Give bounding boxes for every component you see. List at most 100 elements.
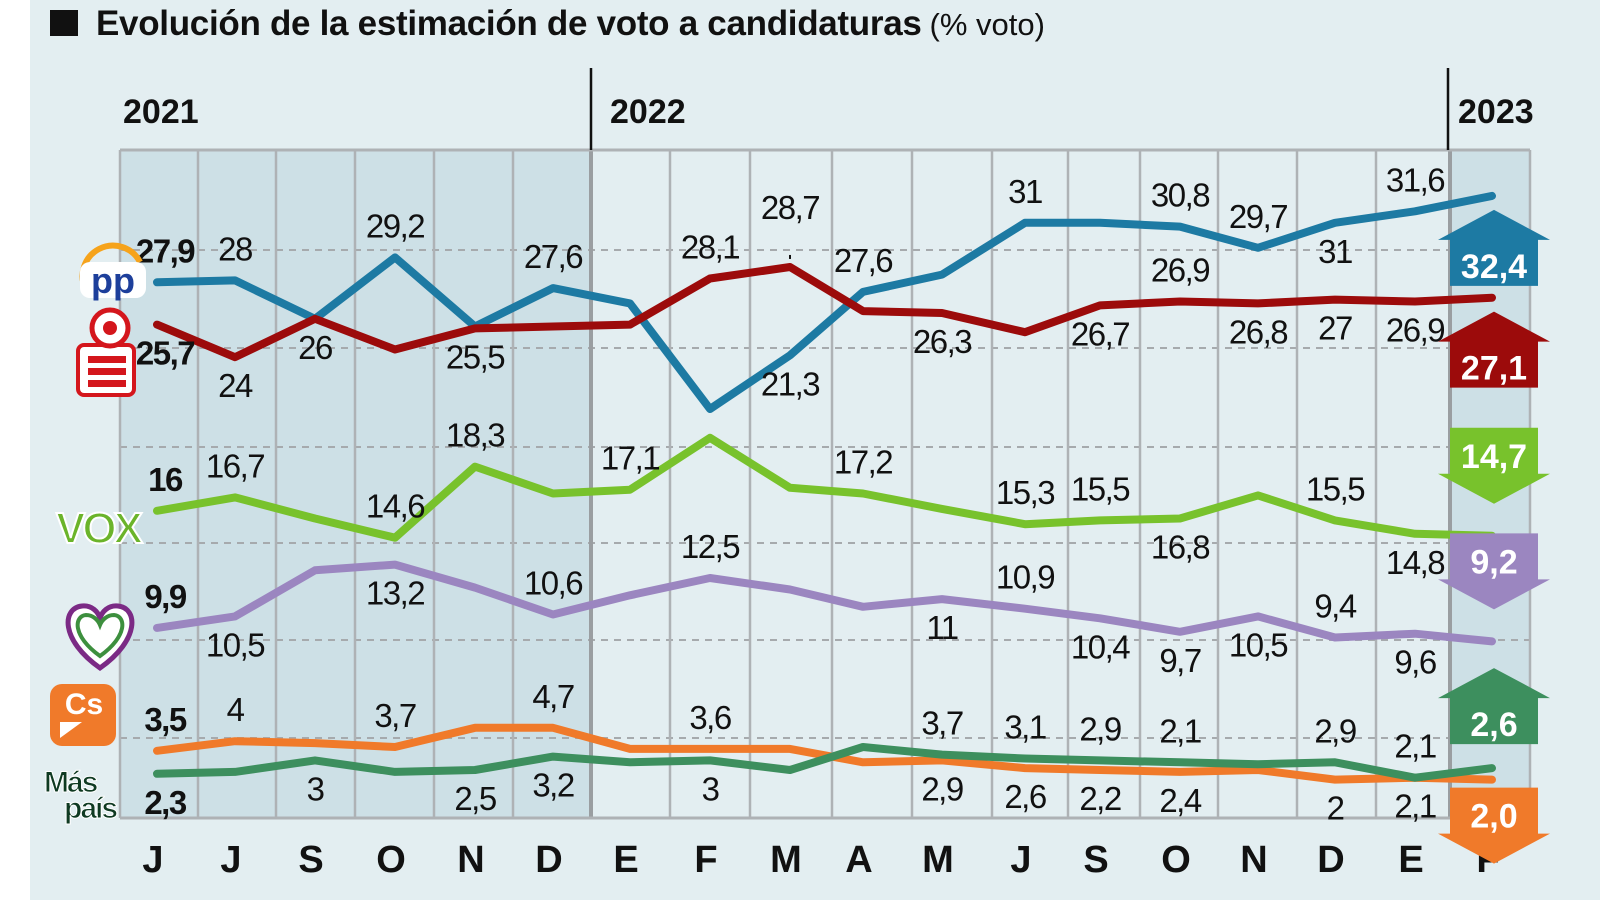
- month-label: J: [142, 839, 163, 881]
- series-line-vox: [153, 433, 1496, 542]
- data-label-psoe: 27: [1318, 310, 1352, 347]
- data-label-psoe: 26: [298, 329, 332, 366]
- data-label-m-s-pa-s: 3: [702, 770, 719, 807]
- data-label-vox: 14,8: [1386, 544, 1444, 581]
- data-label-pp: 21,3: [761, 365, 819, 402]
- data-label-cs: 2,9: [921, 770, 963, 807]
- data-label-cs: 2,6: [1004, 778, 1046, 815]
- month-label: F: [694, 839, 717, 881]
- psoe-fist-stripe: [88, 380, 126, 387]
- data-label-m-s-pa-s: 2,5: [454, 780, 496, 817]
- data-label-vox: 16,7: [206, 447, 264, 484]
- pp-logo-text: pp: [91, 260, 135, 301]
- data-label-psoe: 26,9: [1151, 252, 1209, 289]
- data-label-m-s-pa-s: 3: [307, 770, 324, 807]
- month-label: M: [770, 839, 802, 881]
- data-label-vox: 17,2: [834, 444, 892, 481]
- data-label-pp: 27,9: [136, 232, 195, 269]
- data-label-podemos: 10,6: [524, 564, 582, 601]
- final-badge-pp: 32,4: [1438, 209, 1550, 286]
- data-label-podemos: 9,4: [1314, 588, 1357, 625]
- heart-outer: [65, 603, 135, 672]
- final-value: 9,2: [1470, 543, 1517, 581]
- data-label-m-s-pa-s: 2,9: [1314, 712, 1356, 749]
- month-label: E: [613, 839, 638, 881]
- data-label-cs: 3,7: [374, 697, 416, 734]
- data-label-podemos: 13,2: [366, 575, 424, 612]
- chart-title: Evolución de la estimación de voto a can…: [50, 4, 1045, 44]
- year-label-2021: 2021: [123, 93, 199, 131]
- arrow-up-icon: [1438, 311, 1550, 388]
- data-label-pp: 27,6: [834, 242, 892, 279]
- psoe-rose-center: [103, 321, 117, 335]
- data-label-podemos: 9,6: [1394, 644, 1436, 681]
- data-label-vox: 18,3: [446, 417, 504, 454]
- data-label-cs: 2: [1327, 790, 1344, 827]
- series-line-pp: [153, 191, 1496, 413]
- data-label-m-s-pa-s: 3,2: [532, 767, 574, 804]
- data-label-podemos: 10,4: [1071, 628, 1130, 665]
- logo-vox: VOX: [56, 504, 143, 553]
- data-label-cs: 4,7: [532, 678, 574, 715]
- data-label-vox: 15,3: [996, 474, 1054, 511]
- data-label-psoe: 25,5: [446, 338, 504, 375]
- data-label-podemos: 9,7: [1159, 642, 1201, 679]
- data-label-m-s-pa-s: 3,1: [1004, 708, 1046, 745]
- data-label-psoe: 26,3: [913, 323, 971, 360]
- mas-pais-logo-text: Más: [44, 766, 98, 799]
- cs-logo-text: Cs: [65, 688, 103, 721]
- data-label-pp: 31,6: [1386, 161, 1444, 198]
- cs-triangle-icon: [60, 722, 82, 738]
- data-label-podemos: 10,9: [996, 559, 1054, 596]
- data-label-m-s-pa-s: 2,9: [1079, 710, 1121, 747]
- month-label: D: [1317, 839, 1344, 881]
- series-line-podemos: [153, 560, 1496, 646]
- data-label-cs: 3,6: [689, 699, 731, 736]
- month-label: J: [220, 839, 241, 881]
- arrow-up-icon: [1438, 209, 1550, 286]
- data-label-vox: 15,5: [1071, 470, 1129, 507]
- heart-inner: [75, 612, 125, 659]
- month-label: S: [1083, 839, 1108, 881]
- month-label: E: [1398, 839, 1423, 881]
- data-label-m-s-pa-s: 3,7: [921, 705, 963, 742]
- psoe-fist-stripe: [88, 356, 126, 363]
- data-label-podemos: 9,9: [144, 578, 187, 615]
- arrow-down-icon: [1438, 787, 1550, 864]
- data-label-pp: 28: [218, 230, 252, 267]
- logo-psoe-rose-fist-icon: [76, 307, 136, 397]
- final-value: 2,0: [1470, 798, 1517, 836]
- year-label-2023: 2023: [1458, 93, 1534, 131]
- data-label-psoe: 26,7: [1071, 315, 1129, 352]
- data-label-cs: 3,5: [144, 701, 187, 738]
- data-label-pp: 31: [1008, 173, 1042, 210]
- data-label-podemos: 10,5: [1229, 626, 1287, 663]
- final-value: 32,4: [1461, 248, 1527, 286]
- year-label-2022: 2022: [610, 93, 686, 131]
- logo-cs: Cs: [50, 684, 116, 746]
- month-label: N: [1240, 839, 1267, 881]
- month-label: A: [845, 839, 872, 881]
- month-label: M: [922, 839, 954, 881]
- month-label: O: [376, 839, 406, 881]
- data-label-psoe: 25,7: [136, 335, 194, 372]
- final-value: 2,6: [1470, 706, 1517, 744]
- pp-logo-bg: [80, 262, 146, 298]
- psoe-fist-stripe: [88, 368, 126, 375]
- data-label-vox: 16,8: [1151, 528, 1209, 565]
- data-label-psoe: 28,1: [681, 228, 739, 265]
- data-label-m-s-pa-s: 2,3: [144, 784, 187, 821]
- series-line-psoe: [153, 263, 1496, 362]
- arrow-down-icon: [1438, 427, 1550, 504]
- title-unit: (% voto): [929, 7, 1045, 42]
- month-label: S: [298, 839, 323, 881]
- final-badge-podemos: 9,2: [1438, 533, 1550, 610]
- data-label-cs: 2,2: [1079, 780, 1121, 817]
- data-label-psoe: 26,8: [1229, 313, 1287, 350]
- arrow-up-icon: [1438, 668, 1550, 745]
- data-label-psoe: 24: [218, 367, 253, 404]
- data-label-pp: 29,7: [1229, 198, 1287, 235]
